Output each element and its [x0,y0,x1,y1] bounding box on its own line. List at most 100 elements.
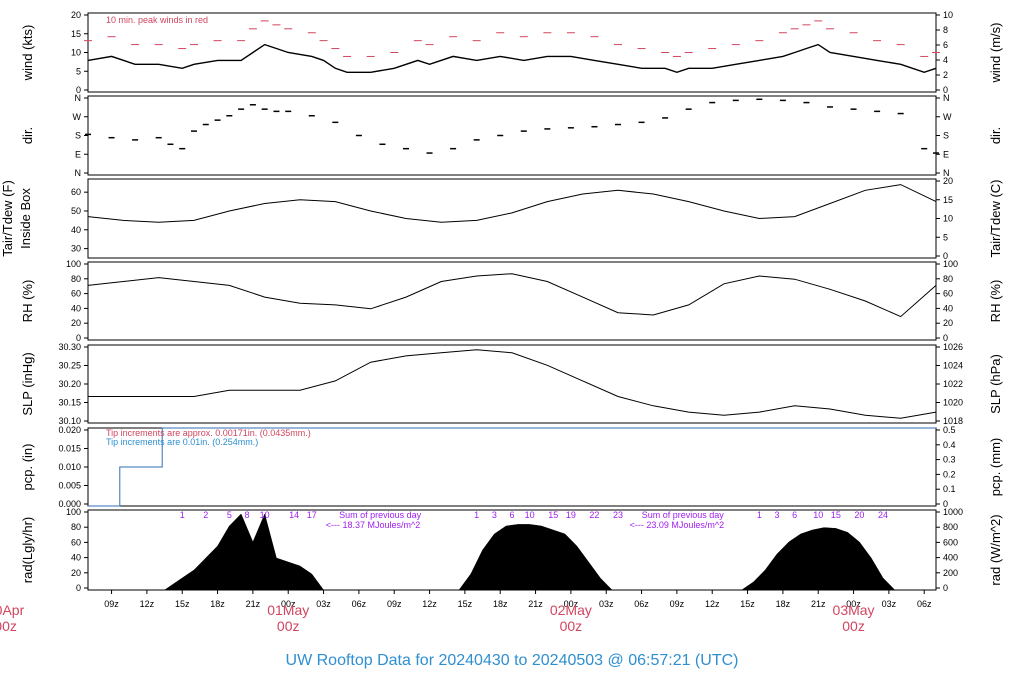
panel-frame [87,95,937,176]
x-tick-label: 00z [846,599,861,609]
y-tick-label-left: 60 [71,187,81,197]
x-tick-label: 03z [882,599,897,609]
x-tick-label: 15z [740,599,755,609]
x-tick-label: 18z [210,599,225,609]
panel-temperature: 30 40 50 60 0 5 10 15 20 Tair/Tdew (F) Inside Box T… [0,176,1003,261]
y-tick-label-right: 0.4 [943,440,956,450]
y-tick-label-left: 30.25 [58,361,81,371]
y-tick-label-right: S [943,131,949,141]
y-tick-label-right: 80 [943,274,953,284]
radiation-note: Sum of previous day [642,510,725,520]
day-label-date: 03May [833,602,875,618]
y-tick-label-right: 8 [943,25,948,35]
y-tick-label-left: 10 [71,48,81,58]
y-tick-label-left: 100 [66,507,81,517]
y-tick-label-left: 80 [71,522,81,532]
radiation-note: <--- 18.37 MJoules/m^2 [326,520,421,530]
radiation-hour-label: 19 [566,510,576,520]
y-tick-label-right: 0 [943,583,948,593]
y-tick-label-right: 600 [943,537,958,547]
y-tick-label-left: 20 [71,318,81,328]
x-tick-label: 00z [281,599,296,609]
x-tick-label: 06z [352,599,367,609]
y-tick-label-right: N [943,93,950,103]
x-tick-label: 06z [634,599,649,609]
y-tick-label-left: 80 [71,274,81,284]
panel-pressure: 30.10 30.15 30.20 30.25 30.30 1018 1020 1022 102… [20,342,1003,426]
radiation-hour-label: 1 [757,510,762,520]
panel-precipitation: 0.000 0.005 0.010 0.015 0.020 0 0.1 0.2 0.3 0.4 0.… [20,425,1003,509]
y-tick-label-right: 6 [943,40,948,50]
y-axis-label-right: pcp. (mm) [988,438,1003,497]
y-tick-label-left: S [75,131,81,141]
radiation-hour-label: 5 [227,510,232,520]
y-tick-label-left: 40 [71,553,81,563]
panel-relative-humidity: 0 20 40 60 80 100 0 20 40 60 80 100 RH (%) RH (%) [20,259,1003,343]
y-tick-label-left: 30.10 [58,416,81,426]
radiation-hour-label: 23 [613,510,623,520]
panel-frame [87,261,937,341]
y-tick-label-right: 0 [943,499,948,509]
panel-annotation: 10 min. peak winds in red [106,15,208,25]
tip-note-red: Tip increments are approx. 0.00171in. (0… [106,428,311,438]
x-tick-label: 18z [493,599,508,609]
radiation-hour-label: 17 [307,510,317,520]
series-line [87,43,937,74]
y-axis-label-right: dir. [988,127,1003,144]
y-tick-label-right: 4 [943,55,948,65]
y-tick-label-right: 5 [943,232,948,242]
tip-note-blue: Tip increments are 0.01in. (0.254mm.) [106,437,258,447]
y-tick-label-left: 0 [76,333,81,343]
y-axis-label-left: RH (%) [20,280,35,323]
y-tick-label-left: 40 [71,303,81,313]
y-axis-label-right: SLP (hPa) [988,354,1003,414]
radiation-area [458,524,613,591]
y-tick-label-left: 30 [71,244,81,254]
y-axis-label-right: RH (%) [988,280,1003,323]
y-tick-label-right: 15 [943,195,953,205]
y-tick-label-left: 20 [71,568,81,578]
y-tick-label-right: 40 [943,303,953,313]
panel-radiation: 02040608010002004006008001000rad(Lgly/hr… [20,507,1003,593]
y-tick-label-left: N [75,93,82,103]
y-tick-label-right: 0 [943,85,948,95]
y-tick-label-left: 0 [76,583,81,593]
y-tick-label-left: 15 [71,29,81,39]
radiation-hour-label: 10 [525,510,535,520]
chart-title: UW Rooftop Data for 20240430 to 20240503… [286,652,739,669]
y-axis-label-left: SLP (inHg) [20,352,35,415]
panel-frame [87,344,937,424]
y-tick-label-right: 1018 [943,416,963,426]
y-axis-label-right: wind (m/s) [988,23,1003,84]
y-axis-label-right: Tair/Tdew (C) [988,179,1003,257]
y-tick-label-right: 2 [943,70,948,80]
x-tick-label: 09z [104,599,119,609]
day-label-date: 01May [267,602,309,618]
radiation-hour-label: 22 [589,510,599,520]
y-tick-label-right: 10 [943,10,953,20]
y-tick-label-left: E [75,149,81,159]
radiation-note: <--- 23.09 MJoules/m^2 [630,520,725,530]
y-tick-label-right: N [943,168,950,178]
radiation-hour-label: 15 [548,510,558,520]
x-tick-label: 12z [422,599,437,609]
radiation-hour-label: 2 [203,510,208,520]
x-tick-label: 21z [528,599,543,609]
y-tick-label-left: 40 [71,225,81,235]
y-tick-label-left: 30.30 [58,342,81,352]
radiation-hour-label: 10 [260,510,270,520]
radiation-hour-label: 3 [774,510,779,520]
y-tick-label-right: 100 [943,259,958,269]
day-label-date: 02May [550,602,592,618]
x-tick-label: 18z [776,599,791,609]
y-tick-label-left: N [75,168,82,178]
day-label-hour: 00z [0,618,17,634]
panel-frame [87,178,937,259]
y-axis-label-left: rad(Lgly/hr) [20,517,35,583]
y-tick-label-left: 0.015 [58,444,81,454]
x-tick-label: 21z [246,599,261,609]
y-tick-label-left: W [73,112,82,122]
x-tick-label: 03z [316,599,331,609]
